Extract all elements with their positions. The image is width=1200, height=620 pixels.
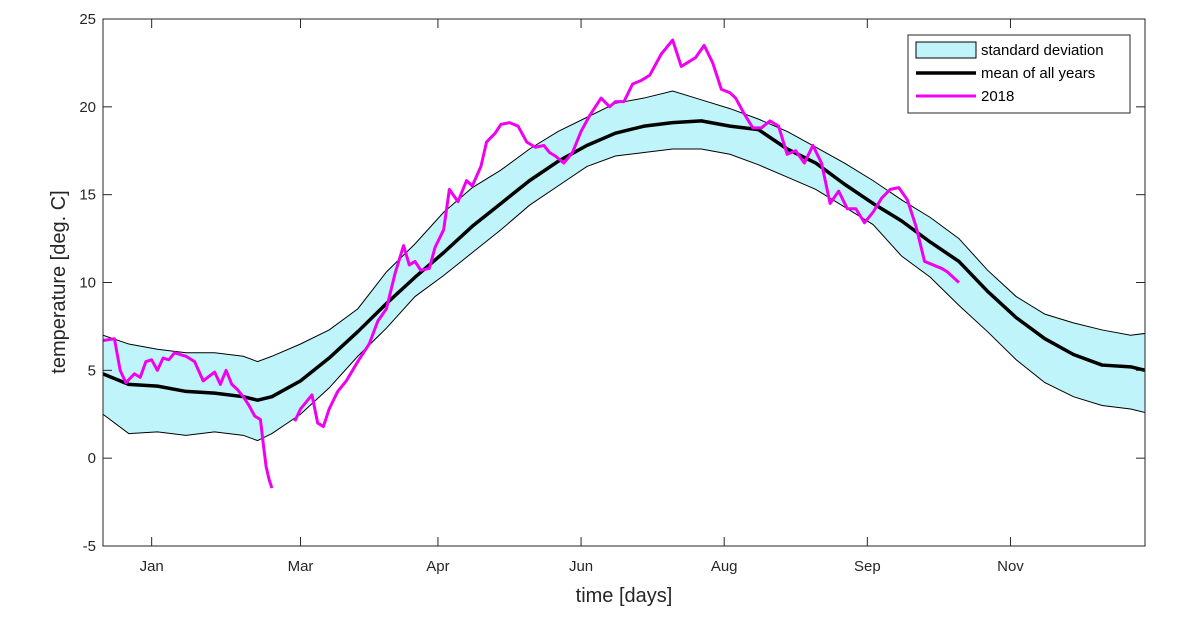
y-tick-label: 10 <box>79 275 96 292</box>
legend-label: mean of all years <box>981 65 1095 82</box>
legend: standard deviation mean of all years 2018 <box>907 34 1131 114</box>
plot-area <box>103 38 1145 489</box>
x-tick-label: Nov <box>997 558 1024 575</box>
y-tick-label: -5 <box>83 538 96 555</box>
y-tick-label: 5 <box>88 362 96 379</box>
std-band <box>103 91 1145 441</box>
x-axis-label: time [days] <box>576 585 673 607</box>
y-axis-label: temperature [deg. C] <box>48 190 70 373</box>
legend-label: standard deviation <box>981 42 1104 59</box>
axes: -5 0 5 10 15 20 25 Jan Mar Apr Jun Aug Sep Nov <box>79 11 1146 575</box>
x-tick-label: Sep <box>854 558 881 575</box>
legend-label: 2018 <box>981 88 1014 105</box>
x-tick-label: Mar <box>288 558 314 575</box>
mean-line <box>103 119 1145 402</box>
x-tick-label: Aug <box>711 558 738 575</box>
line-2018-segment-1 <box>103 337 274 489</box>
x-tick-label: Apr <box>426 558 449 575</box>
x-tick-label: Jun <box>569 558 593 575</box>
y-tick-label: 15 <box>79 187 96 204</box>
x-tick-label: Jan <box>140 558 164 575</box>
y-tick-label: 25 <box>79 11 96 28</box>
y-tick-label: 0 <box>88 450 96 467</box>
y-tick-label: 20 <box>79 99 96 116</box>
line-2018-segment-2 <box>293 38 960 429</box>
legend-swatch-std <box>915 41 977 59</box>
